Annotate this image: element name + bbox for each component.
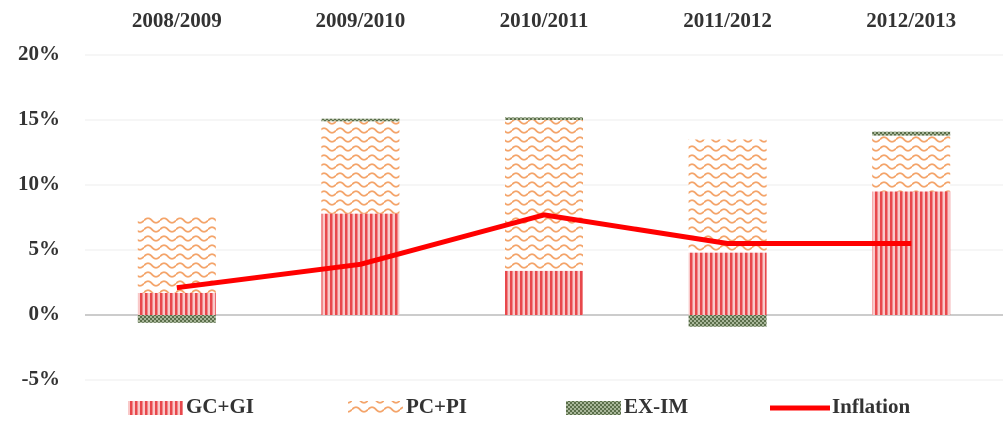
y-tick-label: 10% <box>18 171 60 195</box>
legend-swatch <box>348 401 403 415</box>
legend-label: EX-IM <box>624 394 688 418</box>
legend-swatch <box>566 401 621 415</box>
category-label: 2008/2009 <box>132 8 222 32</box>
y-tick-label: 0% <box>29 301 61 325</box>
bar-segment <box>688 139 767 253</box>
bar-segment <box>505 120 583 271</box>
bar-segment <box>505 117 583 120</box>
bar-segment <box>505 270 583 315</box>
bar-segment <box>137 315 216 323</box>
legend-swatch <box>128 401 183 415</box>
bar-segment <box>872 191 951 315</box>
bar-segment <box>321 118 400 122</box>
y-tick-label: 5% <box>29 236 61 260</box>
legend-label: GC+GI <box>186 394 254 418</box>
bar-segment <box>688 315 767 327</box>
bar-segment <box>872 135 951 192</box>
legend-label: PC+PI <box>406 394 467 418</box>
bar-segment <box>872 131 951 136</box>
y-tick-label: -5% <box>22 366 61 390</box>
legend-label: Inflation <box>832 394 911 418</box>
bar-segment <box>137 217 216 293</box>
y-tick-label: 20% <box>18 41 60 65</box>
category-label: 2009/2010 <box>315 8 405 32</box>
line <box>176 212 912 291</box>
category-label: 2010/2011 <box>500 8 589 32</box>
category-label: 2012/2013 <box>866 8 956 32</box>
bar-segment <box>688 252 767 315</box>
category-label: 2011/2012 <box>683 8 772 32</box>
bar-segment <box>321 121 400 214</box>
y-tick-label: 15% <box>18 106 60 130</box>
bar-segment <box>137 292 216 315</box>
